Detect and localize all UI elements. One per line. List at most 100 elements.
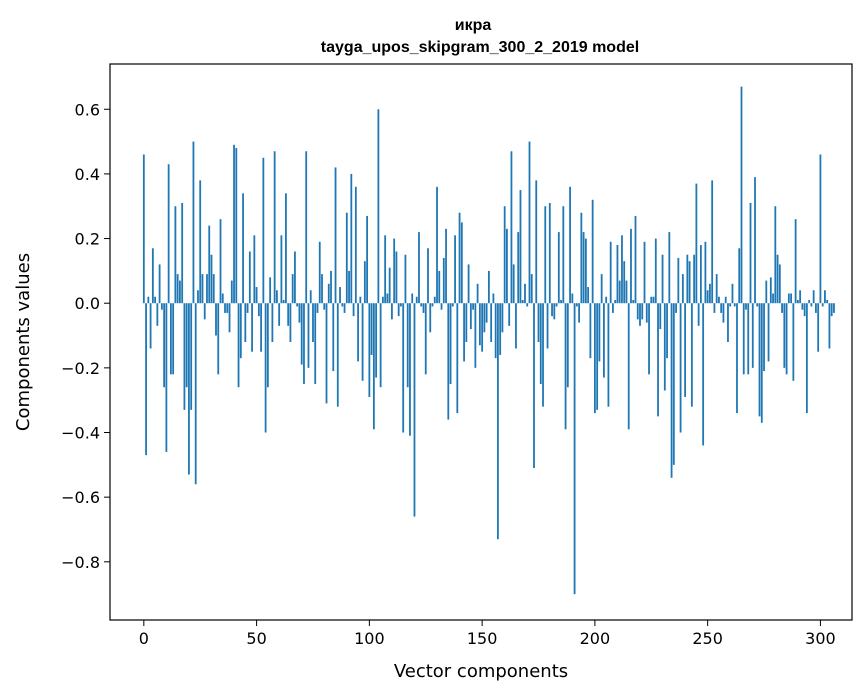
bar	[411, 293, 414, 304]
bar	[661, 254, 664, 304]
bar	[720, 303, 723, 313]
bar	[460, 222, 463, 304]
bar	[824, 290, 826, 304]
bar	[465, 303, 468, 342]
bar	[812, 290, 815, 304]
bar	[672, 303, 675, 465]
bar	[375, 303, 378, 378]
bar	[379, 303, 382, 388]
bar	[321, 274, 323, 304]
bar	[765, 280, 768, 304]
bar	[616, 245, 619, 304]
bar	[282, 299, 285, 304]
bar	[409, 303, 411, 436]
bar	[212, 274, 215, 304]
bar	[158, 264, 161, 304]
bar	[345, 212, 348, 304]
bar	[418, 232, 420, 304]
bar	[774, 206, 777, 304]
bar	[652, 296, 655, 304]
bar	[244, 303, 247, 342]
bar	[334, 167, 337, 304]
bars-group	[142, 86, 835, 595]
bar	[436, 186, 438, 304]
bar	[359, 296, 362, 304]
bar	[528, 141, 531, 304]
bar	[711, 180, 714, 304]
bar	[569, 186, 571, 304]
bar	[179, 280, 181, 304]
x-tick-label: 150	[467, 629, 498, 648]
bar	[497, 303, 499, 540]
y-tick-label: 0.2	[75, 230, 100, 249]
bar	[275, 290, 278, 304]
bar	[749, 203, 752, 304]
bar	[695, 183, 698, 304]
bar	[553, 303, 556, 320]
bar	[724, 296, 727, 304]
bar	[422, 303, 425, 313]
bar	[634, 215, 637, 304]
bar	[339, 287, 341, 304]
bar	[451, 303, 454, 307]
bar	[598, 303, 601, 362]
bar	[494, 303, 497, 359]
bar	[718, 296, 720, 304]
bar	[625, 280, 628, 304]
bar	[188, 303, 190, 475]
bar	[821, 303, 824, 307]
bar	[803, 303, 806, 317]
bar	[630, 228, 632, 304]
bar	[614, 299, 617, 304]
bar	[420, 303, 423, 307]
bar	[524, 283, 526, 304]
bar	[639, 303, 641, 326]
bar	[776, 254, 779, 304]
bar	[260, 303, 262, 352]
bar	[787, 293, 790, 304]
bar	[706, 290, 709, 304]
bar	[758, 303, 761, 417]
bar	[733, 303, 736, 307]
bar	[262, 157, 265, 304]
bar	[154, 296, 156, 304]
bar	[145, 303, 147, 456]
bar	[668, 232, 671, 304]
x-tick-label: 250	[692, 629, 723, 648]
bar	[512, 264, 515, 304]
bar	[463, 303, 465, 362]
bar	[582, 232, 585, 304]
bar	[603, 303, 605, 378]
bar	[361, 303, 364, 381]
bar	[163, 303, 166, 388]
bar	[781, 303, 783, 313]
bar	[330, 270, 332, 304]
bar	[483, 303, 486, 333]
bar	[533, 303, 535, 469]
bar	[192, 141, 195, 304]
bar	[548, 203, 551, 304]
bar	[203, 303, 206, 320]
bar	[675, 303, 677, 313]
bar	[318, 241, 321, 304]
bar	[208, 225, 211, 304]
bar	[255, 287, 258, 304]
bar	[819, 154, 822, 304]
bar	[427, 248, 429, 304]
bar	[666, 303, 668, 359]
bar	[645, 303, 648, 323]
bar	[790, 293, 792, 304]
bar	[228, 303, 231, 333]
bar	[490, 303, 493, 342]
bar	[165, 303, 168, 452]
bar	[589, 303, 592, 359]
bar	[783, 303, 786, 368]
bar	[206, 274, 208, 304]
bar	[395, 251, 398, 304]
bar	[636, 303, 639, 320]
bar	[183, 303, 186, 410]
bar	[248, 251, 251, 304]
bar	[677, 257, 680, 304]
bar	[641, 303, 644, 320]
bar	[715, 274, 718, 304]
